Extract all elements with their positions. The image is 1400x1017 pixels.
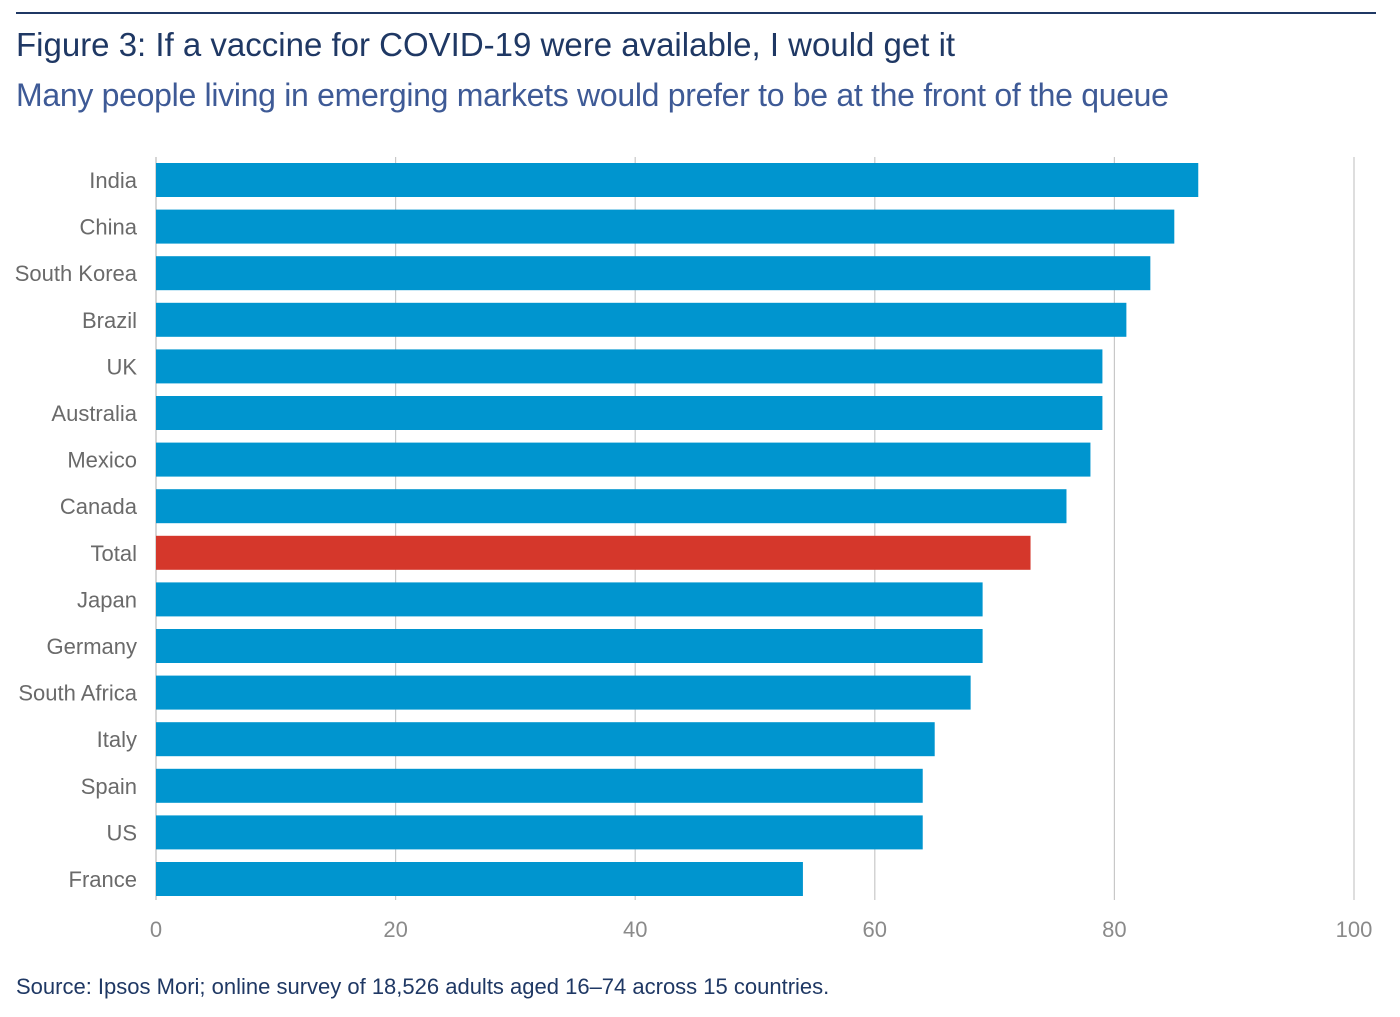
category-label: Mexico (67, 448, 137, 473)
category-label: Canada (60, 494, 138, 519)
bar (156, 256, 1151, 291)
category-label: Spain (81, 774, 137, 799)
x-tick-label: 20 (383, 917, 407, 942)
source-note: Source: Ipsos Mori; online survey of 18,… (16, 974, 830, 999)
category-label: South Korea (15, 261, 138, 286)
x-tick-label: 40 (623, 917, 647, 942)
bar (156, 675, 971, 710)
top-rule (16, 12, 1376, 14)
bar (156, 815, 923, 850)
category-label: China (80, 215, 138, 240)
chart-subtitle: Many people living in emerging markets w… (16, 77, 1169, 113)
category-label: France (69, 867, 137, 892)
bar (156, 442, 1091, 477)
category-label: Italy (97, 727, 137, 752)
x-tick-label: 60 (863, 917, 887, 942)
category-label: South Africa (18, 681, 137, 706)
bar (156, 302, 1127, 337)
category-label: UK (106, 354, 137, 379)
bar (156, 489, 1067, 524)
bar (156, 582, 983, 617)
bar (156, 349, 1103, 384)
category-label: Australia (51, 401, 137, 426)
category-label: India (89, 168, 137, 193)
bar-total (156, 535, 1031, 570)
x-tick-label: 80 (1102, 917, 1126, 942)
category-label: Total (91, 541, 137, 566)
bar (156, 163, 1199, 197)
bar (156, 629, 983, 663)
x-tick-label: 100 (1336, 917, 1373, 942)
category-label: Brazil (82, 308, 137, 333)
category-label: Japan (77, 587, 137, 612)
chart-title: Figure 3: If a vaccine for COVID-19 were… (16, 26, 956, 63)
bar (156, 396, 1103, 430)
category-label: Germany (47, 634, 137, 659)
bar (156, 722, 935, 757)
x-tick-label: 0 (150, 917, 162, 942)
bar (156, 862, 803, 896)
bar (156, 209, 1175, 244)
category-label: US (106, 820, 137, 845)
bar (156, 768, 923, 803)
bar-chart: 0 20 40 60 80 100 India China South Korea Brazil U… (15, 157, 1373, 942)
